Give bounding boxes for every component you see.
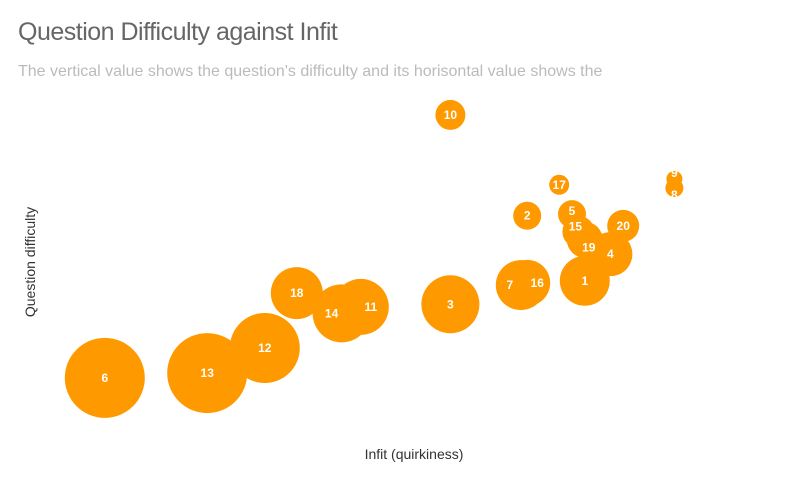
bubble-label-7: 7 bbox=[506, 278, 513, 292]
bubble-label-17: 17 bbox=[553, 178, 567, 192]
bubble-label-5: 5 bbox=[569, 204, 576, 218]
bubble-13[interactable] bbox=[167, 333, 248, 414]
bubble-20[interactable] bbox=[607, 209, 640, 242]
bubble-label-2: 2 bbox=[524, 209, 531, 223]
bubble-12[interactable] bbox=[229, 313, 300, 383]
bubble-17[interactable] bbox=[549, 174, 570, 195]
bubble-label-14: 14 bbox=[325, 306, 339, 320]
bubble-label-8: 8 bbox=[671, 188, 678, 202]
bubble-5[interactable] bbox=[558, 200, 586, 229]
bubble-label-9: 9 bbox=[671, 166, 678, 180]
bubble-label-12: 12 bbox=[258, 341, 272, 355]
bubble-6[interactable] bbox=[64, 337, 145, 418]
bubble-label-18: 18 bbox=[290, 286, 304, 300]
bubble-2[interactable] bbox=[513, 201, 542, 230]
bubble-label-11: 11 bbox=[364, 300, 377, 314]
chart-title: Question Difficulty against Infit bbox=[18, 18, 338, 46]
bubble-label-3: 3 bbox=[447, 297, 454, 311]
bubble-label-4: 4 bbox=[607, 247, 614, 261]
bubble-label-13: 13 bbox=[201, 366, 215, 380]
bubble-3[interactable] bbox=[421, 275, 480, 334]
bubble-18[interactable] bbox=[270, 267, 323, 320]
x-axis-label: Infit (quirkiness) bbox=[365, 446, 464, 462]
bubble-8[interactable] bbox=[665, 179, 684, 197]
bubble-label-10: 10 bbox=[444, 108, 458, 122]
bubble-label-19: 19 bbox=[582, 241, 596, 255]
bubble-label-16: 16 bbox=[531, 276, 545, 290]
bubble-label-20: 20 bbox=[617, 219, 631, 233]
bubble-label-15: 15 bbox=[569, 220, 583, 234]
bubble-label-1: 1 bbox=[581, 274, 588, 288]
bubble-16[interactable] bbox=[504, 259, 551, 306]
bubble-11[interactable] bbox=[332, 278, 389, 335]
chart-subtitle: The vertical value shows the question's … bbox=[18, 63, 603, 80]
y-axis-label: Question difficulty bbox=[22, 207, 38, 317]
bubble-10[interactable] bbox=[435, 99, 466, 130]
bubble-label-6: 6 bbox=[101, 371, 108, 385]
